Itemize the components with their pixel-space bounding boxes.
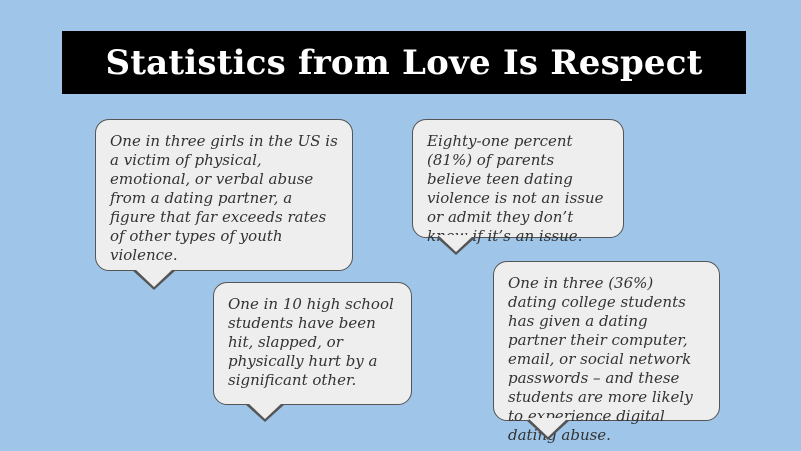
title-bar: Statistics from Love Is Respect: [62, 31, 746, 94]
speech-bubble-2-tail-fill: [438, 235, 474, 252]
speech-bubble-3-tail-fill: [247, 402, 283, 419]
speech-bubble-1: One in three girls in the US is a victim…: [95, 119, 353, 271]
bubble-4-text: One in three (36%) dating college studen…: [508, 274, 693, 444]
speech-bubble-4-tail-fill: [528, 418, 568, 437]
bubble-1-text: One in three girls in the US is a victim…: [110, 132, 338, 264]
speech-bubble-4: One in three (36%) dating college studen…: [493, 261, 720, 444]
speech-bubble-1-tail-fill: [134, 268, 174, 287]
bubble-3-text: One in 10 high school students have been…: [228, 295, 394, 389]
speech-bubble-3: One in 10 high school students have been…: [213, 282, 412, 405]
speech-bubble-2: Eighty-one percent (81%) of parents beli…: [412, 119, 624, 245]
page-title: Statistics from Love Is Respect: [105, 42, 703, 83]
bubble-2-text: Eighty-one percent (81%) of parents beli…: [427, 132, 604, 245]
